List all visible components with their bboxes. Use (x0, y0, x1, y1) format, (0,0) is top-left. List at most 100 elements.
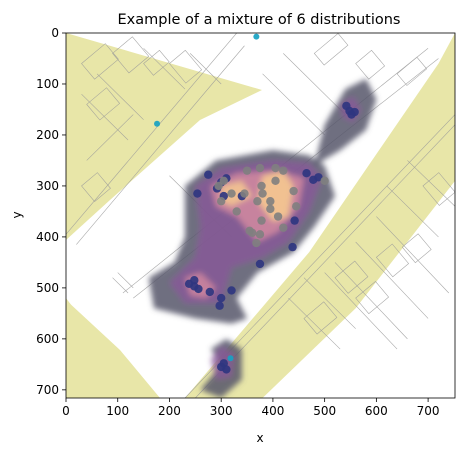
floor-plan-room (355, 49, 386, 80)
data-point (291, 202, 301, 211)
floor-plan-line (283, 53, 346, 115)
y-tick-label: 400 (36, 230, 59, 244)
x-axis: 0 100 200 300 400 500 600 700 (62, 398, 440, 418)
data-point (227, 189, 236, 198)
data-point (257, 181, 266, 191)
data-point (248, 228, 257, 238)
floor-plan-room (375, 243, 410, 278)
floor-plan-line (324, 272, 398, 350)
x-tick-label: 100 (106, 404, 129, 418)
data-point (288, 242, 297, 252)
y-tick-label: 0 (51, 26, 59, 40)
data-point (320, 176, 329, 186)
density-outer-north (314, 78, 377, 166)
floor-plan-line (334, 262, 408, 340)
data-point (193, 189, 202, 198)
data-point (252, 238, 261, 248)
data-point (227, 286, 236, 295)
data-point (255, 230, 265, 239)
floor-plan-room (334, 260, 369, 294)
data-point (227, 355, 234, 362)
scatter-points (154, 33, 359, 374)
data-point (255, 259, 265, 269)
data-point (255, 163, 265, 173)
chart-title: Example of a mixture of 6 distributions (118, 12, 401, 28)
floor-plan-room (401, 233, 432, 264)
y-tick-label: 600 (36, 332, 59, 346)
data-point (205, 287, 215, 297)
x-tick-label: 300 (210, 404, 233, 418)
floor-plan-line (355, 241, 429, 319)
floor-plan-room (422, 172, 455, 206)
floor-plan-line (376, 216, 450, 294)
data-point (257, 216, 266, 225)
y-tick-label: 500 (36, 281, 59, 295)
data-point (204, 170, 213, 179)
floor-plan-line (288, 297, 341, 350)
density-core-a (221, 180, 253, 207)
data-point (279, 223, 288, 232)
data-point (347, 110, 356, 119)
data-point (215, 301, 224, 310)
data-point (214, 181, 223, 191)
data-point (289, 186, 298, 196)
floor-plan-line (386, 185, 439, 238)
plot-frame (65, 32, 456, 399)
exterior-band-main (66, 236, 129, 398)
data-point (302, 168, 311, 178)
floor-plan-room (81, 43, 119, 80)
x-tick-label: 700 (417, 404, 440, 418)
x-tick-label: 0 (62, 404, 70, 418)
data-point (253, 33, 260, 40)
floor-plan-room (396, 56, 428, 86)
floor-plan-room (313, 33, 349, 66)
data-point (219, 176, 228, 186)
data-point (266, 204, 275, 214)
floor-plan-room (112, 36, 150, 74)
floor-plan-room (169, 49, 203, 84)
y-tick-label: 100 (36, 77, 59, 91)
y-axis: 0 100 200 300 400 500 600 700 (36, 26, 66, 397)
plot-area (66, 33, 455, 398)
floor-plan-line (96, 73, 144, 120)
x-tick-label: 200 (158, 404, 181, 418)
data-point (290, 216, 299, 225)
floor-plan-line (76, 45, 245, 245)
floor-plan-room (355, 281, 390, 315)
floor-plan-line (189, 53, 222, 85)
data-point (253, 197, 262, 206)
floor-plan-line (112, 277, 129, 294)
y-axis-label: y (10, 211, 24, 218)
floor-plan-line (143, 48, 186, 90)
data-point (258, 189, 267, 198)
x-tick-label: 400 (261, 404, 284, 418)
data-point (216, 293, 226, 303)
data-point (232, 207, 241, 216)
data-point (271, 176, 280, 186)
data-point (279, 166, 288, 175)
data-point (314, 173, 323, 182)
floor-plan-line (66, 33, 237, 235)
data-point (240, 189, 249, 198)
data-point (154, 120, 161, 127)
x-tick-label: 500 (313, 404, 336, 418)
floor-plan-room (86, 87, 121, 121)
data-point (266, 197, 275, 206)
data-point (190, 282, 199, 291)
floor-plan-line (303, 277, 356, 329)
y-tick-label: 200 (36, 128, 59, 142)
data-point (273, 212, 283, 221)
data-point (271, 163, 280, 173)
floor-plan-room (143, 49, 170, 76)
exterior-band-right (184, 33, 455, 398)
data-point (216, 197, 226, 206)
floor-plan-line (262, 73, 325, 136)
floor-plan-room (81, 172, 111, 202)
data-point (216, 362, 226, 372)
data-point (342, 101, 351, 111)
y-tick-label: 300 (36, 179, 59, 193)
floor-plan-line (86, 114, 134, 161)
y-tick-label: 700 (36, 383, 59, 397)
data-point (242, 166, 252, 175)
